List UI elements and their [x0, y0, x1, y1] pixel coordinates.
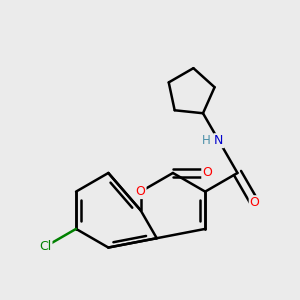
Text: O: O	[202, 167, 212, 179]
Text: H: H	[202, 134, 211, 147]
Text: O: O	[136, 185, 146, 198]
Text: Cl: Cl	[39, 240, 52, 253]
Text: N: N	[214, 134, 224, 147]
Text: O: O	[250, 196, 260, 209]
